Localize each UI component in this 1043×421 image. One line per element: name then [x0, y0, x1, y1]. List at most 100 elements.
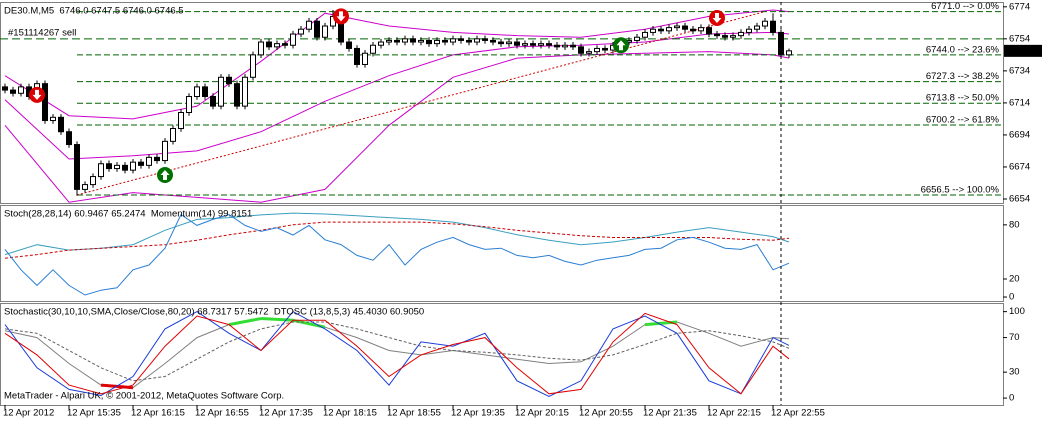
y-tick-label: 6774	[1009, 1, 1030, 12]
indicator-line	[4, 321, 790, 382]
candle-body	[666, 27, 672, 32]
candle-body	[50, 116, 56, 122]
candle-body	[538, 43, 544, 46]
x-tick-label: 12 Apr 17:35	[259, 408, 313, 419]
candle-body	[10, 89, 16, 94]
candle-body	[738, 31, 744, 37]
signal-arrow	[160, 169, 170, 180]
candle-body	[394, 39, 400, 43]
candle-body	[690, 28, 696, 32]
candle-body	[562, 44, 568, 48]
x-tick-label: 12 Apr 22:55	[771, 408, 825, 419]
candle-body	[82, 184, 88, 190]
candle-body	[554, 44, 560, 48]
candle-body	[202, 86, 208, 97]
pane-title: Stoch(28,28,14) 60.9467 65.2474 Momentum…	[4, 209, 252, 220]
candle-body	[674, 25, 680, 29]
y-tick-label: 20	[1009, 274, 1020, 285]
pane-title: Stochastic(30,10,10,SMA,Close/Close,80,2…	[4, 307, 424, 318]
candle-body	[258, 41, 264, 56]
price-tag	[1004, 44, 1042, 57]
y-tick-label: 6654	[1009, 194, 1030, 205]
candle-body	[378, 41, 384, 46]
candle-body	[642, 31, 648, 38]
candle-body	[170, 128, 176, 142]
candle-body	[2, 86, 8, 91]
candle-body	[122, 164, 128, 171]
candle-body	[722, 35, 728, 38]
y-tick-label: 30	[1009, 367, 1020, 378]
candle-body	[410, 38, 416, 43]
candle-body	[594, 47, 600, 53]
pane-title: DE30.M,M5 6746.0 6747.5 6746.0 6746.5	[4, 6, 184, 17]
band-line	[4, 9, 790, 120]
copyright: MetaTrader - Alpari UK, © 2001-2012, Met…	[4, 391, 284, 402]
band-line	[4, 31, 790, 160]
candle-body	[274, 43, 280, 48]
candle-body	[306, 20, 312, 30]
indicator-line	[4, 312, 790, 395]
x-tick-label: 12 Apr 16:15	[131, 408, 185, 419]
candle-body	[130, 161, 136, 171]
candle-body	[450, 38, 456, 43]
candle-body	[234, 83, 240, 107]
x-tick-label: 12 Apr 20:55	[579, 408, 633, 419]
fib-label: 6656.5 --> 100.0%	[921, 185, 1000, 196]
candle-body	[490, 39, 496, 43]
candle-body	[586, 51, 592, 54]
candle-body	[194, 86, 200, 97]
candle-body	[290, 33, 296, 46]
zone-highlight	[228, 317, 262, 327]
candle-body	[730, 35, 736, 38]
y-tick-label: 100	[1009, 306, 1025, 317]
candle-body	[210, 95, 216, 107]
candle-body	[754, 25, 760, 30]
y-tick-label: 6674	[1009, 161, 1030, 172]
x-tick-label: 12 Apr 16:55	[195, 408, 249, 419]
indicator-line	[4, 310, 790, 397]
candle-body	[698, 27, 704, 32]
candle-body	[458, 38, 464, 41]
signal-arrow	[616, 40, 626, 51]
signal-arrow	[336, 11, 346, 22]
indicator-line	[4, 221, 790, 259]
band-line	[4, 51, 790, 203]
indicator-line	[4, 212, 790, 256]
y-tick-label: 6734	[1009, 65, 1030, 76]
fib-label: 6744.0 --> 23.6%	[926, 44, 1000, 55]
candle-body	[266, 41, 272, 48]
fib-label: 6727.3 --> 38.2%	[926, 71, 1000, 82]
x-tick-label: 12 Apr 21:35	[643, 408, 697, 419]
fib-label: 6700.2 --> 61.8%	[926, 115, 1000, 126]
candle-body	[530, 43, 536, 46]
candle-body	[250, 54, 256, 78]
x-tick-label: 12 Apr 15:35	[67, 408, 121, 419]
candle-body	[298, 28, 304, 35]
candle-body	[650, 28, 656, 33]
candle-body	[362, 52, 368, 65]
candle-body	[418, 39, 424, 43]
y-tick-label: 6714	[1009, 97, 1030, 108]
candle-body	[682, 25, 688, 30]
x-tick-label: 12 Apr 19:35	[451, 408, 505, 419]
candle-body	[66, 131, 72, 146]
candle-body	[346, 41, 352, 49]
candle-body	[746, 28, 752, 33]
signal-arrow	[712, 13, 722, 24]
candle-body	[434, 39, 440, 45]
y-tick-label: 6754	[1009, 33, 1030, 44]
candle-body	[218, 76, 224, 107]
candle-body	[714, 33, 720, 37]
candle-body	[770, 20, 776, 33]
candle-body	[522, 43, 528, 46]
fib-label: 6713.8 --> 50.0%	[926, 93, 1000, 104]
candle-body	[98, 163, 104, 178]
candle-body	[706, 27, 712, 35]
x-tick-label: 12 Apr 22:15	[707, 408, 761, 419]
candle-body	[570, 44, 576, 48]
y-tick-label: 0	[1009, 393, 1014, 404]
y-tick-label: 80	[1009, 219, 1020, 230]
candle-body	[506, 41, 512, 45]
fib-trendline	[76, 11, 766, 196]
